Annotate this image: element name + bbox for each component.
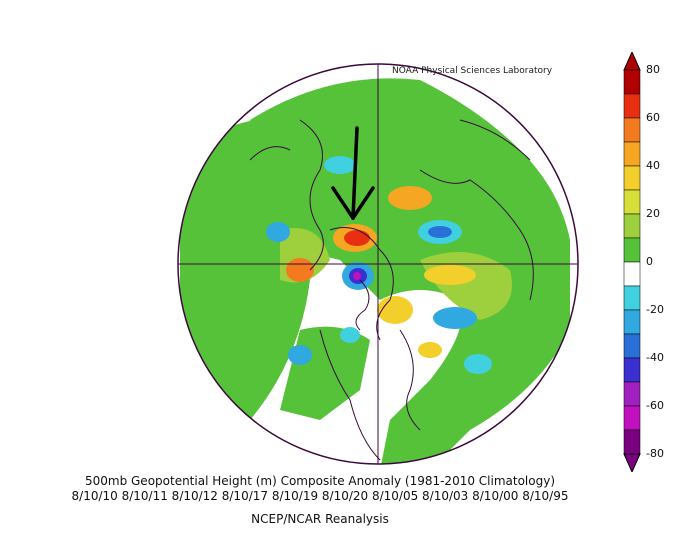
coastline <box>355 279 370 331</box>
anomaly-positive <box>388 186 432 210</box>
colorbar-tick-label: -80 <box>646 447 664 460</box>
anomaly-positive <box>424 265 476 285</box>
colorbar-segment <box>623 381 641 407</box>
colorbar-tick-label: 80 <box>646 63 660 76</box>
colorbar-segment <box>623 117 641 143</box>
colorbar-segment <box>623 333 641 359</box>
colorbar-segment <box>623 261 641 287</box>
coastline <box>249 146 291 161</box>
coastline <box>299 119 324 271</box>
anomaly-positive <box>418 342 442 358</box>
anomaly-negative <box>353 272 361 280</box>
colorbar-max-arrow <box>623 52 641 71</box>
coastline <box>459 119 531 161</box>
colorbar-tick-label: 60 <box>646 111 660 124</box>
colorbar-segment <box>623 357 641 383</box>
anomaly-negative <box>428 226 452 238</box>
colorbar <box>623 52 641 472</box>
colorbar-segment <box>623 429 641 455</box>
colorbar-segment <box>623 405 641 431</box>
colorbar-segment <box>623 93 641 119</box>
colorbar-segment <box>623 309 641 335</box>
colorbar-tick-label: -60 <box>646 399 664 412</box>
colorbar-segment <box>623 237 641 263</box>
anomaly-negative <box>266 222 290 242</box>
coastline <box>319 329 381 461</box>
colorbar-segment <box>623 189 641 215</box>
anomaly-negative <box>340 327 360 343</box>
source-line: NCEP/NCAR Reanalysis <box>251 512 389 526</box>
colorbar-segment <box>623 285 641 311</box>
colorbar-min-arrow <box>623 453 641 472</box>
anomaly-negative <box>464 354 492 374</box>
colorbar-tick-label: -20 <box>646 303 664 316</box>
anomaly-positive <box>344 230 370 246</box>
dates-line: 8/10/10 8/10/11 8/10/12 8/10/17 8/10/19 … <box>71 489 569 503</box>
anomaly-negative <box>324 156 356 174</box>
colorbar-segment <box>623 165 641 191</box>
colorbar-tick-label: 0 <box>646 255 653 268</box>
anomaly-negative <box>433 307 477 329</box>
colorbar-tick-label: 40 <box>646 159 660 172</box>
colorbar-segment <box>623 141 641 167</box>
anomaly-field-green <box>250 78 570 464</box>
arrow-annotation <box>331 126 375 220</box>
anomaly-positive <box>286 258 314 282</box>
colorbar-tick-label: -40 <box>646 351 664 364</box>
coastline <box>399 329 421 431</box>
chart-title: 500mb Geopotential Height (m) Composite … <box>84 474 555 488</box>
colorbar-segment <box>623 213 641 239</box>
anomaly-positive <box>377 296 413 324</box>
lab-credit: NOAA Physical Sciences Laboratory <box>392 66 553 76</box>
colorbar-segment <box>623 69 641 95</box>
anomaly-negative <box>288 345 312 365</box>
colorbar-tick-label: 20 <box>646 207 660 220</box>
